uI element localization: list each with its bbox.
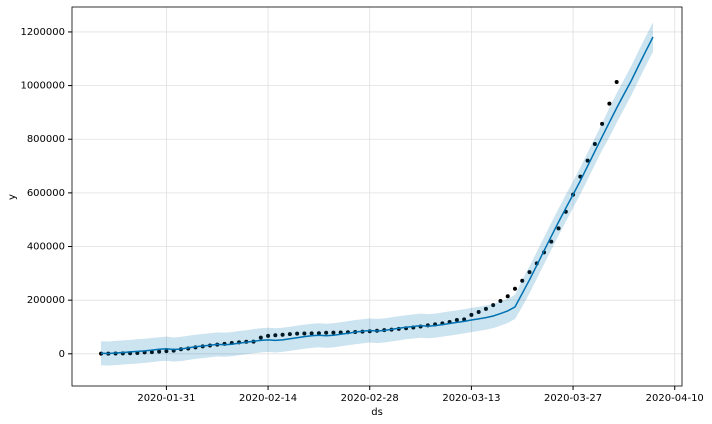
plot-frame	[71, 6, 683, 387]
y-tick-label: 400000	[27, 242, 65, 253]
data-point	[512, 286, 517, 291]
data-point	[614, 79, 619, 84]
y-axis-label: y	[7, 194, 18, 200]
data-point	[585, 158, 590, 163]
data-point	[266, 333, 271, 338]
data-point	[483, 306, 488, 311]
data-point	[476, 309, 481, 314]
x-tick-label: 2020-03-13	[442, 393, 500, 404]
data-point	[469, 312, 474, 317]
data-point	[324, 330, 329, 335]
x-tick-label: 2020-03-27	[544, 393, 602, 404]
data-point	[462, 317, 467, 322]
x-tick-label: 2020-02-28	[341, 393, 399, 404]
x-tick-label: 2020-01-31	[137, 393, 195, 404]
data-point	[280, 332, 285, 337]
data-point	[287, 332, 292, 337]
data-point	[520, 278, 525, 283]
y-tick-label: 200000	[27, 295, 65, 306]
data-point	[164, 349, 169, 354]
data-point	[454, 318, 459, 323]
uncertainty-band	[101, 22, 653, 366]
data-point	[157, 349, 162, 354]
y-tick-label: 0	[59, 349, 65, 360]
data-point	[149, 350, 154, 355]
y-tick-label: 600000	[27, 188, 65, 199]
data-point	[309, 331, 314, 336]
data-point	[549, 239, 554, 244]
y-tick-label: 1000000	[20, 81, 65, 92]
data-point	[498, 298, 503, 303]
data-point	[331, 330, 336, 335]
data-point	[316, 331, 321, 336]
data-point	[258, 335, 263, 340]
x-axis-label: ds	[371, 407, 383, 418]
x-tick-label: 2020-02-14	[239, 393, 297, 404]
data-point	[273, 333, 278, 338]
data-point	[600, 121, 605, 126]
forecast-line	[100, 36, 654, 355]
data-point	[592, 141, 597, 146]
data-point	[302, 331, 307, 336]
data-point	[505, 294, 510, 299]
data-point	[556, 226, 561, 231]
data-point	[607, 101, 612, 106]
data-point	[491, 303, 496, 308]
data-point	[295, 331, 300, 336]
y-tick-label: 800000	[27, 134, 65, 145]
data-point	[527, 270, 532, 275]
x-tick-label: 2020-04-10	[646, 393, 704, 404]
y-tick-label: 1200000	[20, 27, 65, 38]
